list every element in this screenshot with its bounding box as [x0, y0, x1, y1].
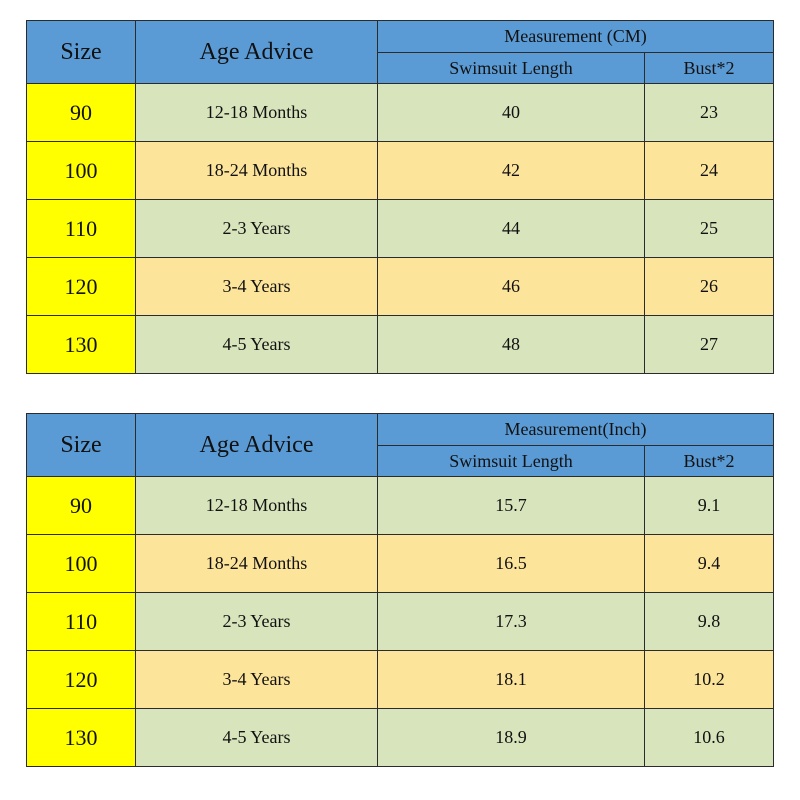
bust-header: Bust*2 [644, 445, 774, 477]
size-cell: 90 [26, 83, 136, 142]
bust-header: Bust*2 [644, 52, 774, 84]
age-cell: 12-18 Months [135, 83, 378, 142]
measurement-header: Measurement (CM) [377, 20, 774, 53]
size-cell: 110 [26, 592, 136, 651]
table-row: 130 4-5 Years 18.9 10.6 [26, 708, 774, 767]
length-cell: 17.3 [377, 592, 645, 651]
bust-cell: 23 [644, 83, 774, 142]
table-row: 120 3-4 Years 18.1 10.2 [26, 650, 774, 709]
length-cell: 15.7 [377, 476, 645, 535]
bust-cell: 24 [644, 141, 774, 200]
age-cell: 18-24 Months [135, 534, 378, 593]
size-cell: 90 [26, 476, 136, 535]
size-chart-cm-table: Size Age Advice Measurement (CM) Swimsui… [26, 20, 774, 374]
bust-cell: 10.2 [644, 650, 774, 709]
table-row: 90 12-18 Months 40 23 [26, 83, 774, 142]
bust-cell: 25 [644, 199, 774, 258]
table-row: 130 4-5 Years 48 27 [26, 315, 774, 374]
size-cell: 120 [26, 257, 136, 316]
swimsuit-length-header: Swimsuit Length [377, 52, 645, 84]
table-row: 100 18-24 Months 42 24 [26, 141, 774, 200]
header-row: Size Age Advice Measurement(Inch) [26, 413, 774, 477]
size-cell: 130 [26, 708, 136, 767]
length-cell: 40 [377, 83, 645, 142]
age-advice-header: Age Advice [135, 20, 378, 84]
age-cell: 18-24 Months [135, 141, 378, 200]
bust-cell: 10.6 [644, 708, 774, 767]
length-cell: 16.5 [377, 534, 645, 593]
length-cell: 18.9 [377, 708, 645, 767]
age-cell: 4-5 Years [135, 315, 378, 374]
table-row: 100 18-24 Months 16.5 9.4 [26, 534, 774, 593]
age-cell: 3-4 Years [135, 650, 378, 709]
measurement-header: Measurement(Inch) [377, 413, 774, 446]
length-cell: 42 [377, 141, 645, 200]
age-advice-header: Age Advice [135, 413, 378, 477]
bust-cell: 9.4 [644, 534, 774, 593]
bust-cell: 9.1 [644, 476, 774, 535]
table-row: 90 12-18 Months 15.7 9.1 [26, 476, 774, 535]
age-cell: 2-3 Years [135, 592, 378, 651]
size-header: Size [26, 413, 136, 477]
age-cell: 12-18 Months [135, 476, 378, 535]
length-cell: 48 [377, 315, 645, 374]
size-cell: 110 [26, 199, 136, 258]
subheader-row: Swimsuit Length Bust*2 [27, 52, 774, 84]
swimsuit-length-header: Swimsuit Length [377, 445, 645, 477]
table-row: 110 2-3 Years 17.3 9.8 [26, 592, 774, 651]
size-cell: 100 [26, 534, 136, 593]
length-cell: 18.1 [377, 650, 645, 709]
length-cell: 44 [377, 199, 645, 258]
bust-cell: 27 [644, 315, 774, 374]
size-header: Size [26, 20, 136, 84]
bust-cell: 26 [644, 257, 774, 316]
age-cell: 3-4 Years [135, 257, 378, 316]
age-cell: 4-5 Years [135, 708, 378, 767]
size-chart-inch-table: Size Age Advice Measurement(Inch) Swimsu… [26, 413, 774, 767]
size-cell: 130 [26, 315, 136, 374]
header-row: Size Age Advice Measurement (CM) [26, 20, 774, 84]
bust-cell: 9.8 [644, 592, 774, 651]
length-cell: 46 [377, 257, 645, 316]
age-cell: 2-3 Years [135, 199, 378, 258]
table-row: 110 2-3 Years 44 25 [26, 199, 774, 258]
size-cell: 100 [26, 141, 136, 200]
table-row: 120 3-4 Years 46 26 [26, 257, 774, 316]
size-cell: 120 [26, 650, 136, 709]
